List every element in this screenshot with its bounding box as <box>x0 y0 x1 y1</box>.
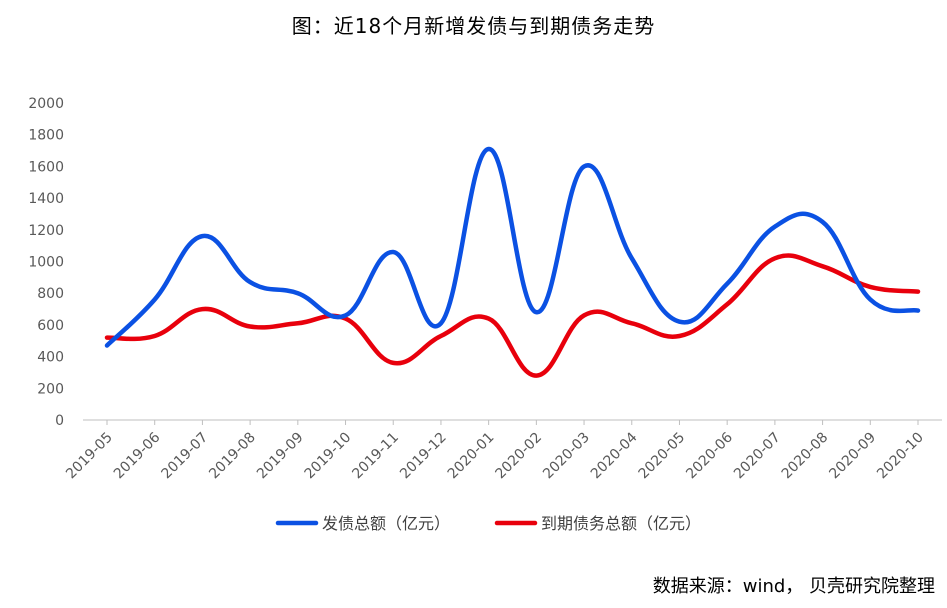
source-note: 数据来源：wind， 贝壳研究院整理 <box>652 576 935 597</box>
x-tick-label: 2019-06 <box>111 429 164 482</box>
y-tick-label: 600 <box>37 318 64 334</box>
x-tick-label: 2020-08 <box>779 430 832 483</box>
y-tick-label: 1000 <box>28 255 64 271</box>
x-tick-label: 2019-09 <box>254 430 307 483</box>
x-tick-label: 2020-03 <box>540 430 593 483</box>
x-tick-label: 2020-07 <box>731 430 784 483</box>
x-tick-label: 2019-05 <box>63 430 116 483</box>
x-tick-label: 2019-07 <box>159 430 212 483</box>
chart-title: 图：近18个月新增发债与到期债务走势 <box>291 14 656 38</box>
y-tick-label: 0 <box>55 413 64 429</box>
y-tick-label: 1800 <box>28 128 64 144</box>
x-tick-label: 2019-12 <box>397 430 450 483</box>
y-tick-label: 800 <box>37 286 64 302</box>
series-line-0 <box>104 146 921 348</box>
legend-label-1: 到期债务总额（亿元） <box>541 514 701 533</box>
legend-label-0: 发债总额（亿元） <box>322 514 450 533</box>
x-tick-label: 2019-11 <box>349 430 402 483</box>
y-tick-label: 1400 <box>28 191 64 207</box>
x-tick-label: 2020-09 <box>826 430 879 483</box>
x-tick-label: 2020-01 <box>445 430 498 483</box>
y-tick-label: 1200 <box>28 223 64 239</box>
x-tick-label: 2019-08 <box>206 430 259 483</box>
x-axis: 2019-052019-062019-072019-082019-092019-… <box>63 420 927 482</box>
x-tick-label: 2020-05 <box>636 430 689 483</box>
x-tick-label: 2020-10 <box>874 430 927 483</box>
x-tick-label: 2020-06 <box>683 429 736 482</box>
x-tick-label: 2019-10 <box>302 430 355 483</box>
y-tick-label: 400 <box>37 350 64 366</box>
x-tick-label: 2020-02 <box>493 430 546 483</box>
y-tick-label: 200 <box>37 381 64 397</box>
series-line-1 <box>104 253 921 378</box>
y-tick-label: 2000 <box>28 96 64 112</box>
x-tick-label: 2020-04 <box>588 429 641 482</box>
y-tick-label: 1600 <box>28 159 64 175</box>
y-axis: 0 200 400 600 800 1000 1200 1400 1600 1800 2000 <box>28 96 64 429</box>
legend: 发债总额（亿元） 到期债务总额（亿元） <box>275 514 701 533</box>
series-layer <box>104 146 921 378</box>
